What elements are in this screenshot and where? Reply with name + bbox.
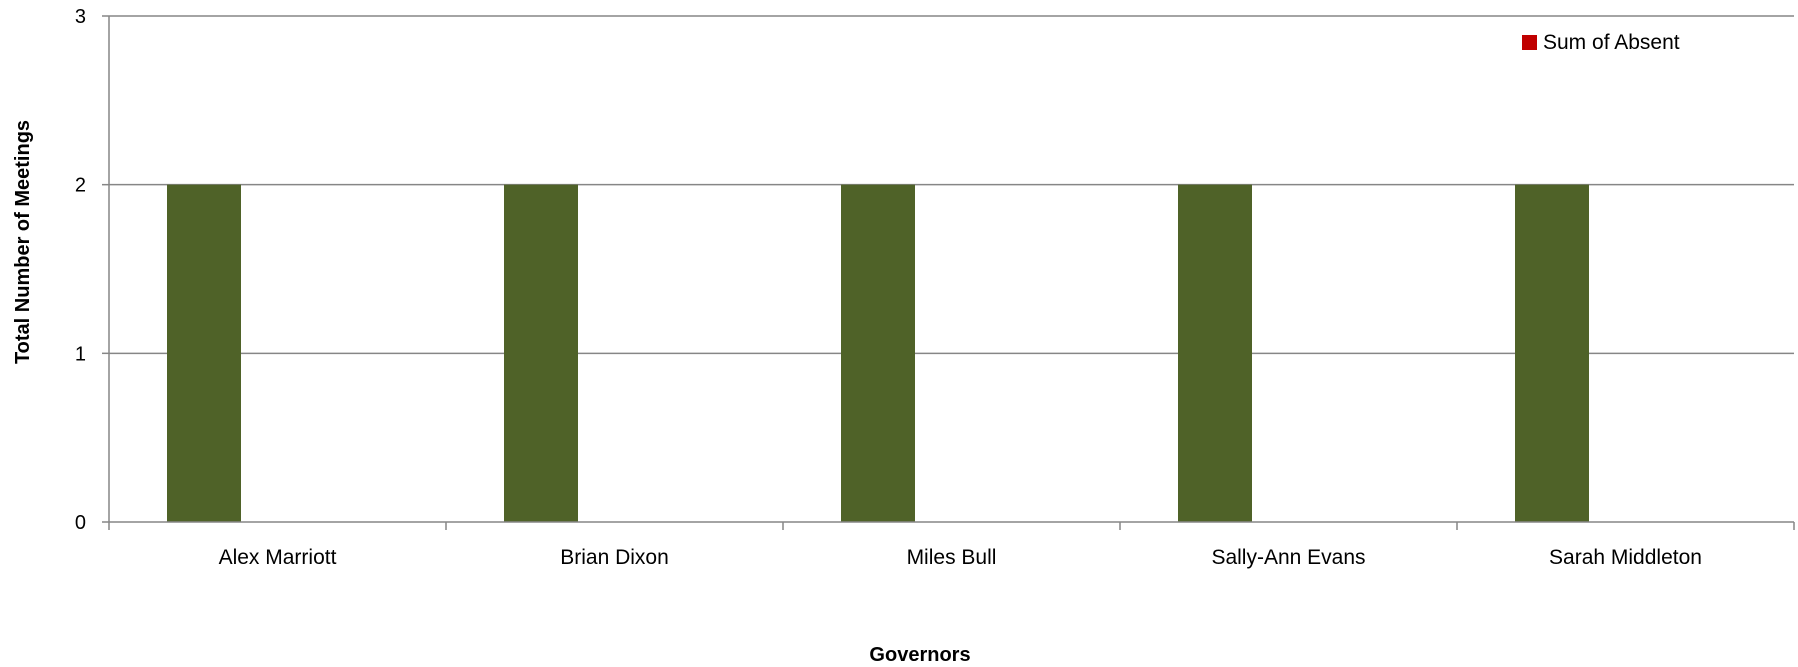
axes [102,15,1795,530]
y-tick-label: 3 [75,6,86,28]
y-axis-title: Total Number of Meetings [12,120,34,364]
bar [504,184,578,522]
bar [841,184,915,522]
y-tick-label: 1 [75,343,86,365]
legend: Sum of Absent [1522,31,1680,54]
y-tick-label: 2 [75,175,86,197]
x-axis-title: Governors [869,644,970,666]
bar [1515,184,1589,522]
x-category-label: Brian Dixon [560,546,669,569]
legend-swatch [1522,35,1537,50]
gridlines [109,15,1794,355]
x-category-label: Miles Bull [907,546,997,569]
x-category-label: Sally-Ann Evans [1211,546,1365,569]
bar [1178,184,1252,522]
x-category-label: Sarah Middleton [1549,546,1702,569]
x-category-label: Alex Marriott [219,546,337,569]
y-tick-label: 0 [75,512,86,534]
bar [167,184,241,522]
bars [167,184,1589,522]
y-tick-labels: 0 1 2 3 [75,6,86,534]
legend-label: Sum of Absent [1543,31,1680,54]
x-category-labels: Alex Marriott Brian Dixon Miles Bull Sally-… [219,546,1702,569]
